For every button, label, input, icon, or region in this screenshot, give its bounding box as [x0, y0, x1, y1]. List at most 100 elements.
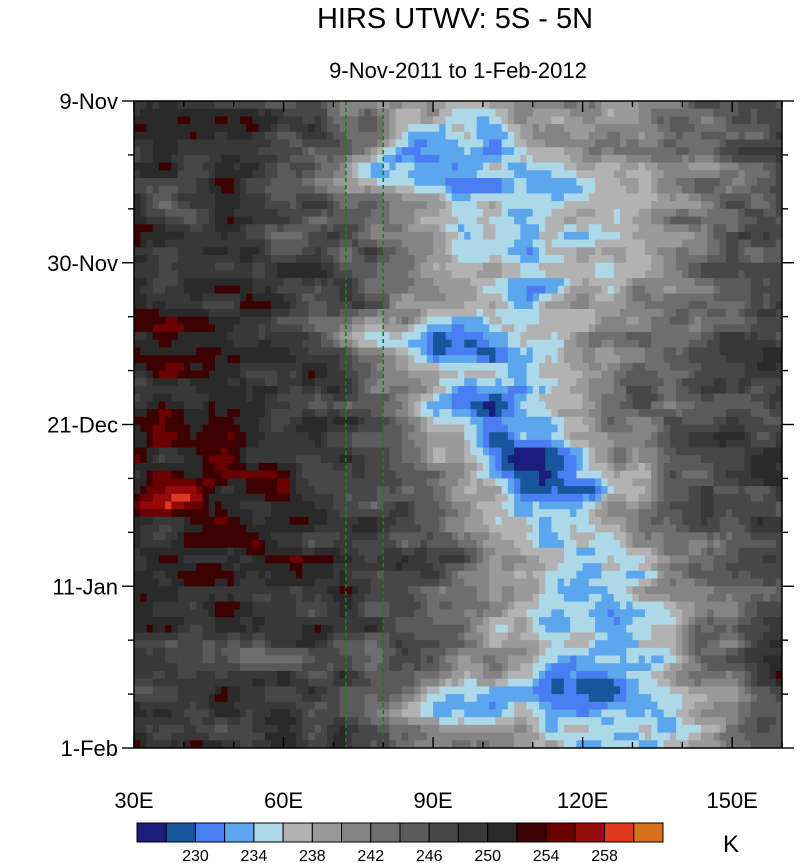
heatmap-cell: [757, 293, 764, 302]
heatmap-cell: [451, 416, 459, 426]
heatmap-cell: [314, 285, 322, 295]
heatmap-cell: [676, 193, 683, 202]
heatmap-cell: [501, 385, 509, 395]
heatmap-cell: [358, 239, 366, 248]
heatmap-cell: [345, 147, 353, 156]
heatmap-cell: [414, 170, 422, 179]
heatmap-cell: [258, 424, 266, 433]
heatmap-cell: [383, 439, 391, 449]
heatmap-cell: [532, 162, 540, 171]
heatmap-cell: [495, 332, 503, 341]
heatmap-cell: [607, 301, 615, 310]
heatmap-cell: [707, 432, 715, 441]
heatmap-cell: [389, 347, 397, 356]
heatmap-cell: [507, 308, 515, 318]
heatmap-cell: [183, 301, 191, 310]
heatmap-cell: [757, 416, 764, 426]
heatmap-cell: [183, 255, 191, 264]
heatmap-cell: [626, 278, 634, 287]
heatmap-cell: [495, 154, 503, 164]
heatmap-cell: [476, 239, 484, 248]
heatmap-cell: [414, 185, 422, 195]
heatmap-cell: [688, 463, 696, 472]
heatmap-cell: [227, 162, 235, 171]
heatmap-cell: [146, 439, 154, 449]
heatmap-cell: [283, 385, 291, 395]
heatmap-cell: [676, 308, 683, 318]
heatmap-cell: [644, 101, 652, 110]
heatmap-cell: [557, 409, 565, 418]
heatmap-cell: [152, 301, 160, 310]
heatmap-cell: [370, 278, 378, 287]
heatmap-cell: [532, 216, 540, 225]
heatmap-cell: [171, 185, 179, 195]
heatmap-cell: [682, 316, 690, 325]
heatmap-cell: [464, 424, 472, 433]
heatmap-cell: [732, 255, 739, 264]
heatmap-cell: [140, 401, 148, 410]
heatmap-cell: [769, 463, 777, 472]
heatmap-cell: [221, 362, 229, 372]
heatmap-cell: [358, 231, 366, 241]
heatmap-cell: [339, 370, 347, 379]
heatmap-cell: [725, 170, 733, 179]
heatmap-cell: [651, 409, 658, 418]
heatmap-cell: [489, 116, 496, 125]
heatmap-cell: [451, 409, 459, 418]
heatmap-cell: [651, 108, 658, 117]
heatmap-cell: [171, 247, 179, 256]
heatmap-cell: [264, 185, 272, 195]
heatmap-cell: [352, 162, 359, 171]
heatmap-cell: [676, 116, 683, 125]
heatmap-cell: [663, 385, 671, 395]
heatmap-cell: [408, 139, 415, 148]
heatmap-cell: [651, 131, 658, 141]
heatmap-cell: [763, 178, 771, 187]
heatmap-cell: [757, 162, 764, 171]
heatmap-cell: [470, 393, 478, 402]
heatmap-cell: [239, 270, 247, 279]
heatmap-cell: [464, 201, 472, 210]
heatmap-cell: [377, 116, 384, 125]
heatmap-cell: [358, 409, 366, 418]
heatmap-cell: [377, 385, 384, 395]
heatmap-cell: [669, 416, 677, 426]
heatmap-cell: [476, 370, 484, 379]
heatmap-cell: [352, 324, 359, 333]
heatmap-cell: [227, 178, 235, 187]
heatmap-cell: [694, 447, 702, 456]
heatmap-cell: [458, 324, 465, 333]
heatmap-cell: [302, 385, 310, 395]
heatmap-cell: [426, 231, 434, 241]
heatmap-cell: [202, 270, 210, 279]
heatmap-cell: [177, 378, 185, 387]
heatmap-cell: [626, 262, 634, 272]
heatmap-cell: [763, 154, 771, 164]
heatmap-cell: [271, 401, 278, 410]
heatmap-cell: [657, 154, 665, 164]
heatmap-cell: [501, 401, 509, 410]
heatmap-cell: [769, 362, 777, 372]
heatmap-cell: [526, 139, 534, 148]
heatmap-cell: [719, 124, 727, 133]
heatmap-cell: [264, 124, 272, 133]
heatmap-cell: [725, 224, 733, 233]
heatmap-cell: [539, 201, 546, 210]
heatmap-cell: [283, 401, 291, 410]
heatmap-cell: [750, 193, 758, 202]
heatmap-cell: [158, 385, 166, 395]
heatmap-cell: [520, 116, 528, 125]
heatmap-cell: [152, 355, 160, 364]
heatmap-cell: [570, 108, 577, 117]
heatmap-cell: [352, 432, 359, 441]
heatmap-cell: [626, 293, 634, 302]
heatmap-cell: [171, 208, 179, 218]
heatmap-cell: [588, 147, 596, 156]
heatmap-cell: [408, 316, 415, 325]
heatmap-cell: [501, 439, 509, 449]
heatmap-cell: [264, 131, 272, 141]
heatmap-cell: [763, 463, 771, 472]
heatmap-cell: [395, 139, 403, 148]
heatmap-cell: [725, 447, 733, 456]
heatmap-cell: [532, 424, 540, 433]
